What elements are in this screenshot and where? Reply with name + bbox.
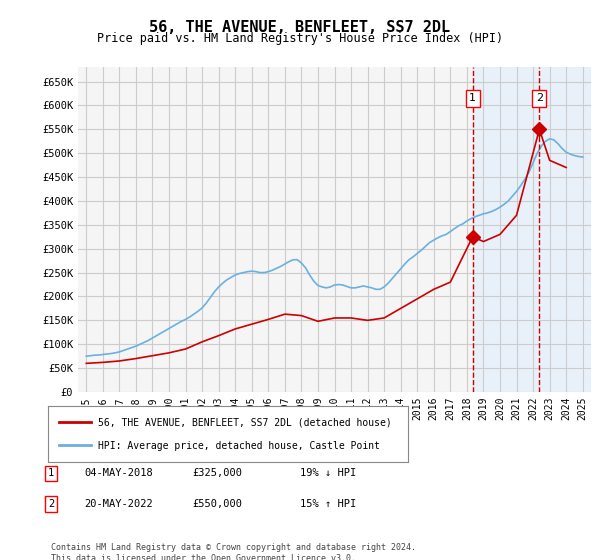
Text: 1: 1 (48, 468, 54, 478)
Text: Price paid vs. HM Land Registry's House Price Index (HPI): Price paid vs. HM Land Registry's House … (97, 32, 503, 45)
Text: £550,000: £550,000 (192, 499, 242, 509)
Text: 2: 2 (48, 499, 54, 509)
Text: 15% ↑ HPI: 15% ↑ HPI (300, 499, 356, 509)
Text: 20-MAY-2022: 20-MAY-2022 (84, 499, 153, 509)
Text: £325,000: £325,000 (192, 468, 242, 478)
Text: Contains HM Land Registry data © Crown copyright and database right 2024.
This d: Contains HM Land Registry data © Crown c… (51, 543, 416, 560)
Text: 1: 1 (469, 94, 476, 103)
Text: 2: 2 (536, 94, 543, 103)
Text: 56, THE AVENUE, BENFLEET, SS7 2DL: 56, THE AVENUE, BENFLEET, SS7 2DL (149, 20, 451, 35)
Text: 19% ↓ HPI: 19% ↓ HPI (300, 468, 356, 478)
Text: HPI: Average price, detached house, Castle Point: HPI: Average price, detached house, Cast… (98, 441, 380, 451)
Text: 04-MAY-2018: 04-MAY-2018 (84, 468, 153, 478)
Bar (473, 67, 591, 392)
Text: 56, THE AVENUE, BENFLEET, SS7 2DL (detached house): 56, THE AVENUE, BENFLEET, SS7 2DL (detac… (98, 418, 392, 428)
